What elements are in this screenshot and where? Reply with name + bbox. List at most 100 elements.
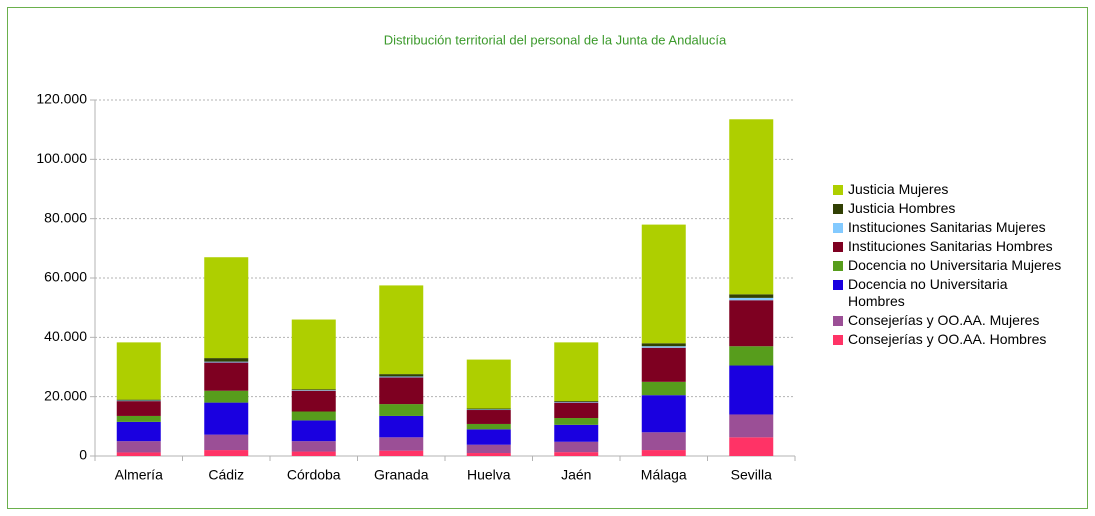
bar-segment [379,404,424,416]
bar-segment [641,346,686,348]
y-tick-label: 60.000 [44,269,87,285]
bar-segment [291,319,336,390]
bar-segment [291,451,336,456]
bar-segment [729,414,774,438]
legend-label: Docencia no Universitaria Mujeres [848,257,1062,273]
bar-segment [466,423,511,430]
legend-item: Justicia Hombres [833,200,1068,217]
bar-segment [379,377,424,405]
legend-swatch [833,335,843,345]
bar-segment [116,452,161,456]
bar-segment [116,441,161,453]
bar-segment [291,390,336,412]
bar-segment [291,411,336,421]
bar-segment [116,421,161,442]
legend-item: Instituciones Sanitarias Mujeres [833,219,1068,236]
bar-segment [466,453,511,456]
bar-segment [466,408,511,410]
x-tick-label: Córdoba [287,467,341,483]
x-tick-label: Jaén [561,467,591,483]
bar-segment [554,424,599,442]
legend-swatch [833,242,843,252]
bar-segment [291,390,336,391]
legend-label: Instituciones Sanitarias Hombres [848,238,1053,254]
bar-segment [729,297,774,301]
legend-label: Justicia Hombres [848,200,956,216]
bar-segment [116,399,161,401]
y-tick-label: 20.000 [44,387,87,403]
bar-segment [379,285,424,375]
bar-segment [204,434,249,451]
bar-segment [729,346,774,366]
bar-segment [466,429,511,445]
bar-segment [116,401,161,416]
bar-segment [729,294,774,298]
x-tick-label: Málaga [641,467,687,483]
bar-segment [729,300,774,347]
bar-segment [466,409,511,411]
bar-segment [204,362,249,391]
y-tick-label: 0 [79,447,87,463]
bar-segment [641,343,686,347]
bar-segment [379,450,424,456]
legend-swatch [833,280,843,290]
x-tick-label: Sevilla [731,467,772,483]
x-tick-label: Almería [115,467,163,483]
chart-title: Distribución territorial del personal de… [384,32,727,47]
bar-segment [204,361,249,363]
legend-item: Docencia no Universitaria Mujeres [833,257,1068,274]
legend-item: Instituciones Sanitarias Hombres [833,238,1068,255]
legend-swatch [833,223,843,233]
bar-segment [116,415,161,422]
bar-segment [204,257,249,359]
y-tick-label: 120.000 [36,91,87,107]
y-tick-label: 100.000 [36,150,87,166]
bar-segment [116,400,161,402]
legend: Justicia Mujeres Justicia Hombres Instituc… [833,181,1068,350]
bar-segment [554,401,599,403]
legend-item: Consejerías y OO.AA. Mujeres [833,312,1068,329]
bar-segment [379,415,424,438]
bar-segment [554,402,599,419]
bar-segment [554,452,599,456]
legend-swatch [833,204,843,214]
legend-label: Consejerías y OO.AA. Hombres [848,331,1047,347]
legend-label: Consejerías y OO.AA. Mujeres [848,312,1040,328]
bar-segment [641,224,686,344]
bar-segment [641,395,686,433]
bar-segment [291,420,336,442]
y-tick-label: 80.000 [44,209,87,225]
bar-segment [116,342,161,400]
bar-segment [641,432,686,451]
legend-item: Justicia Mujeres [833,181,1068,198]
x-tick-label: Cádiz [208,467,244,483]
legend-label: Docencia no Universitaria Hombres [848,276,1008,309]
x-tick-label: Granada [374,467,429,483]
legend-label: Instituciones Sanitarias Mujeres [848,219,1046,235]
legend-swatch [833,261,843,271]
bar-segment [466,444,511,454]
x-tick-label: Huelva [467,467,511,483]
bar-segment [379,376,424,378]
bar-segment [466,410,511,424]
bar-segment [291,441,336,452]
y-tick-label: 40.000 [44,328,87,344]
bar-segment [554,342,599,402]
bar-segment [641,381,686,396]
bar-segment [641,347,686,382]
bar-segment [379,437,424,451]
bar-segment [729,437,774,456]
bar-segment [291,389,336,391]
bar-segment [554,418,599,425]
chart-border [7,7,1088,509]
bar-segment [204,390,249,403]
bar-segment [554,402,599,403]
bar-segment [379,374,424,377]
bar-segment [466,359,511,409]
legend-item: Consejerías y OO.AA. Hombres [833,331,1068,348]
bar-segment [729,119,774,295]
legend-label: Justicia Mujeres [848,181,949,197]
bar-segment [554,441,599,453]
